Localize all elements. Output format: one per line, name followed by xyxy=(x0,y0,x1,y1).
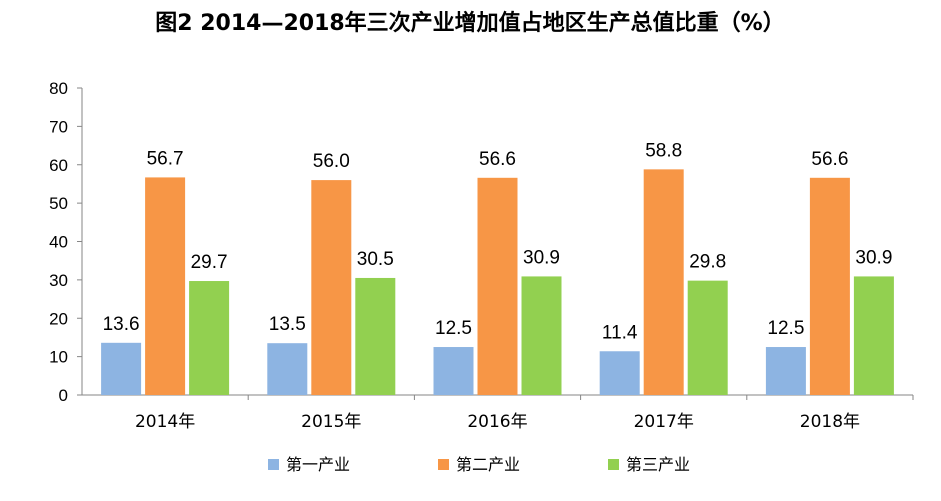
bar xyxy=(687,280,728,395)
legend-swatch xyxy=(438,459,449,470)
y-tick-label: 20 xyxy=(49,309,68,328)
bar-data-label: 12.5 xyxy=(435,318,472,339)
x-category-label: 2017年 xyxy=(634,412,694,432)
bar-data-label: 56.6 xyxy=(811,149,848,170)
bar xyxy=(853,276,894,395)
bar xyxy=(355,277,396,395)
bar-data-label: 30.9 xyxy=(855,247,892,268)
y-tick-label: 10 xyxy=(49,348,68,367)
y-tick-label: 70 xyxy=(49,117,68,136)
bar xyxy=(599,351,640,395)
chart-title: 图2 2014—2018年三次产业增加值占地区生产总值比重（%） xyxy=(155,10,784,36)
bar-data-label: 56.6 xyxy=(479,149,516,170)
y-tick-label: 60 xyxy=(49,156,68,175)
bar-data-label: 13.5 xyxy=(269,314,306,335)
bar xyxy=(189,281,230,395)
bar xyxy=(267,343,308,395)
x-category-label: 2014年 xyxy=(135,412,195,432)
y-tick-label: 30 xyxy=(49,271,68,290)
bar-data-label: 13.6 xyxy=(103,314,140,335)
y-tick-label: 50 xyxy=(49,194,68,213)
x-category-label: 2018年 xyxy=(800,412,860,432)
bar-data-label: 30.5 xyxy=(357,249,394,270)
y-tick-label: 0 xyxy=(59,386,68,405)
bar xyxy=(477,177,518,395)
legend-swatch xyxy=(608,459,619,470)
bar xyxy=(765,347,806,395)
bar-data-label: 30.9 xyxy=(523,247,560,268)
bar-data-label: 12.5 xyxy=(767,318,804,339)
bar xyxy=(311,180,352,395)
bar-data-label: 29.8 xyxy=(689,252,726,273)
bar-data-label: 11.4 xyxy=(602,322,638,343)
x-category-label: 2015年 xyxy=(301,412,361,432)
bar xyxy=(101,342,142,395)
bar xyxy=(145,177,186,395)
bar xyxy=(521,276,562,395)
bar-data-label: 56.0 xyxy=(313,151,350,172)
chart-axes: 0 10 20 30 40 50 60 70 80 2014年 2015年 2016年 2017年 201… xyxy=(49,79,914,432)
y-tick-label: 80 xyxy=(49,79,68,98)
legend-swatch xyxy=(268,459,279,470)
bar-data-label: 58.8 xyxy=(645,140,682,161)
bar xyxy=(433,347,474,395)
x-category-label: 2016年 xyxy=(467,412,527,432)
bar xyxy=(643,169,684,395)
legend-label: 第一产业 xyxy=(286,455,350,474)
y-tick-label: 40 xyxy=(49,233,68,252)
bar-data-label: 29.7 xyxy=(191,252,228,273)
bar-data-label: 56.7 xyxy=(147,148,184,169)
legend-label: 第二产业 xyxy=(456,455,520,474)
chart-bars xyxy=(101,169,894,395)
bar xyxy=(809,177,850,395)
chart-data-labels: 13.6 13.5 12.5 11.4 12.5 56.7 56.0 56.6 58.8 56.6… xyxy=(103,140,893,343)
legend-label: 第三产业 xyxy=(626,455,690,474)
chart-legend: 第一产业 第二产业 第三产业 xyxy=(268,455,690,474)
